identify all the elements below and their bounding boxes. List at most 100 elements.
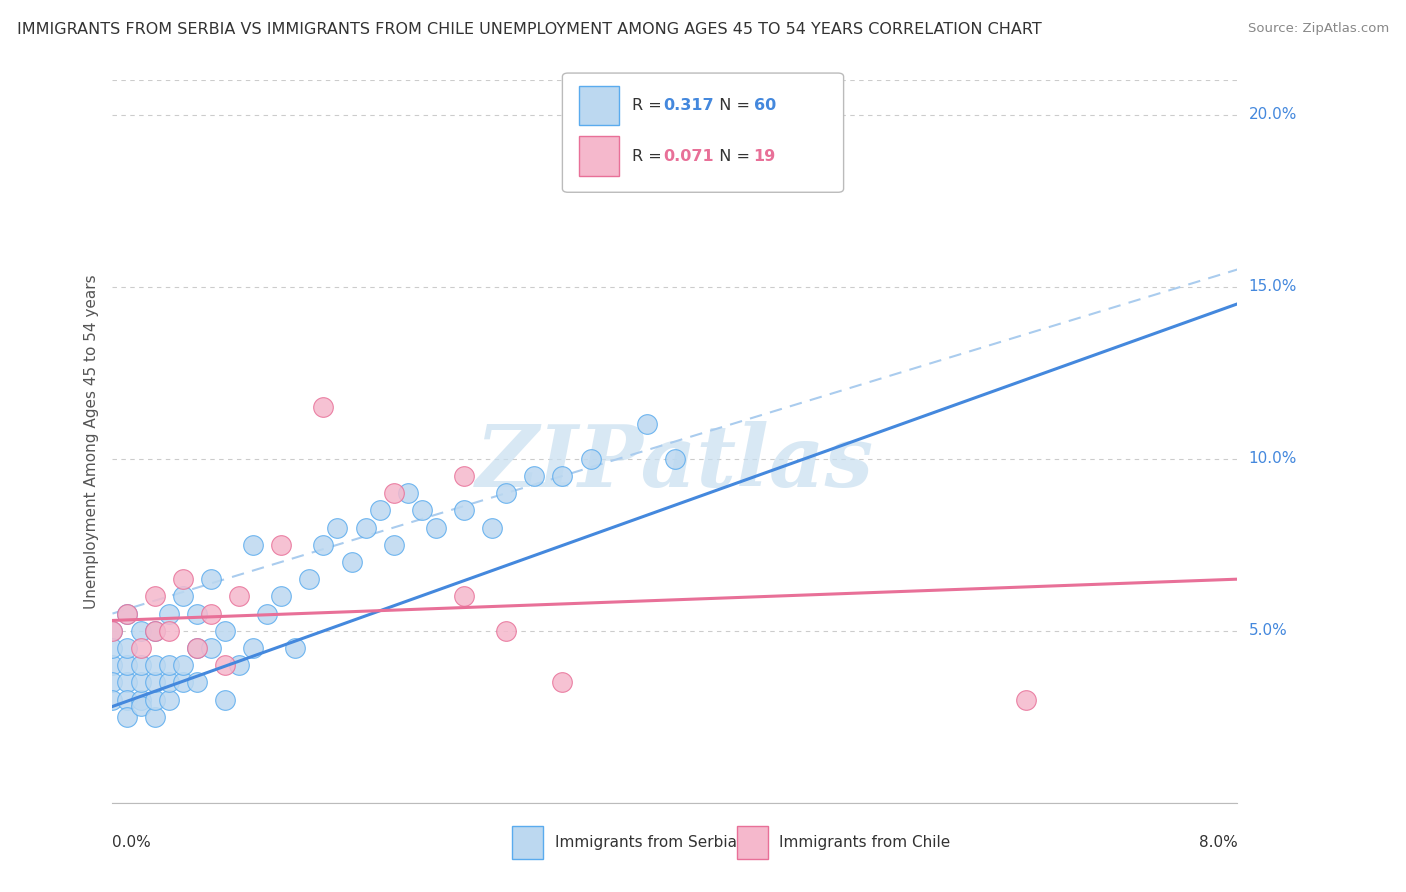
Point bbox=[495, 624, 517, 638]
Point bbox=[115, 692, 138, 706]
Point bbox=[143, 710, 166, 724]
Text: N =: N = bbox=[709, 98, 755, 113]
Point bbox=[312, 400, 335, 414]
Point bbox=[143, 624, 166, 638]
Point bbox=[143, 658, 166, 673]
Point bbox=[157, 658, 180, 673]
Text: R =: R = bbox=[633, 98, 666, 113]
Point bbox=[143, 692, 166, 706]
Point bbox=[157, 607, 180, 621]
Point bbox=[326, 520, 349, 534]
Point bbox=[256, 607, 278, 621]
Text: 5.0%: 5.0% bbox=[1249, 624, 1286, 639]
Text: Source: ZipAtlas.com: Source: ZipAtlas.com bbox=[1249, 22, 1389, 36]
Point bbox=[270, 538, 292, 552]
Point bbox=[129, 675, 152, 690]
Y-axis label: Unemployment Among Ages 45 to 54 years: Unemployment Among Ages 45 to 54 years bbox=[83, 274, 98, 609]
Point bbox=[172, 590, 194, 604]
FancyBboxPatch shape bbox=[512, 826, 543, 859]
Point bbox=[396, 486, 419, 500]
Point bbox=[129, 699, 152, 714]
Point bbox=[214, 658, 236, 673]
Point bbox=[115, 640, 138, 655]
Point bbox=[200, 640, 222, 655]
Point bbox=[425, 520, 447, 534]
Point bbox=[200, 572, 222, 586]
Text: 19: 19 bbox=[754, 149, 776, 163]
Point bbox=[101, 658, 124, 673]
Point bbox=[186, 675, 208, 690]
Point bbox=[453, 503, 475, 517]
Point bbox=[551, 469, 574, 483]
Text: 0.0%: 0.0% bbox=[112, 835, 152, 850]
Text: R =: R = bbox=[633, 149, 666, 163]
Point bbox=[129, 658, 152, 673]
Point bbox=[242, 538, 264, 552]
Point bbox=[228, 658, 250, 673]
Point bbox=[312, 538, 335, 552]
Point bbox=[186, 640, 208, 655]
Text: 0.317: 0.317 bbox=[664, 98, 714, 113]
Point bbox=[143, 590, 166, 604]
Point bbox=[157, 624, 180, 638]
Point bbox=[129, 640, 152, 655]
Point bbox=[228, 590, 250, 604]
Point bbox=[143, 624, 166, 638]
Point bbox=[453, 590, 475, 604]
Point bbox=[172, 572, 194, 586]
Point bbox=[411, 503, 433, 517]
Point bbox=[664, 451, 686, 466]
Point bbox=[186, 640, 208, 655]
Point bbox=[242, 640, 264, 655]
Text: Immigrants from Chile: Immigrants from Chile bbox=[779, 835, 950, 850]
Text: N =: N = bbox=[709, 149, 755, 163]
Point bbox=[101, 692, 124, 706]
Point bbox=[214, 692, 236, 706]
Text: 8.0%: 8.0% bbox=[1198, 835, 1237, 850]
Point bbox=[495, 486, 517, 500]
Point bbox=[382, 486, 405, 500]
Text: 20.0%: 20.0% bbox=[1249, 107, 1296, 122]
Text: 0.071: 0.071 bbox=[664, 149, 714, 163]
Point bbox=[101, 675, 124, 690]
Point bbox=[579, 451, 602, 466]
FancyBboxPatch shape bbox=[579, 86, 619, 126]
Point bbox=[354, 520, 377, 534]
Text: IMMIGRANTS FROM SERBIA VS IMMIGRANTS FROM CHILE UNEMPLOYMENT AMONG AGES 45 TO 54: IMMIGRANTS FROM SERBIA VS IMMIGRANTS FRO… bbox=[17, 22, 1042, 37]
Point bbox=[186, 607, 208, 621]
Point bbox=[298, 572, 321, 586]
FancyBboxPatch shape bbox=[737, 826, 768, 859]
Point bbox=[734, 125, 756, 139]
Point bbox=[172, 658, 194, 673]
Point bbox=[129, 624, 152, 638]
Point bbox=[157, 692, 180, 706]
Point bbox=[1015, 692, 1038, 706]
Point bbox=[115, 607, 138, 621]
Point bbox=[172, 675, 194, 690]
Point bbox=[200, 607, 222, 621]
Point bbox=[551, 675, 574, 690]
Point bbox=[101, 640, 124, 655]
Text: ZIPatlas: ZIPatlas bbox=[475, 421, 875, 505]
Point bbox=[143, 675, 166, 690]
Point bbox=[214, 624, 236, 638]
Point bbox=[115, 710, 138, 724]
Point bbox=[129, 692, 152, 706]
Text: 60: 60 bbox=[754, 98, 776, 113]
Point bbox=[270, 590, 292, 604]
Point bbox=[101, 624, 124, 638]
Point bbox=[636, 417, 658, 432]
Text: 15.0%: 15.0% bbox=[1249, 279, 1296, 294]
Point bbox=[115, 675, 138, 690]
FancyBboxPatch shape bbox=[579, 136, 619, 176]
Point bbox=[284, 640, 307, 655]
Point bbox=[368, 503, 391, 517]
Point bbox=[453, 469, 475, 483]
Point bbox=[481, 520, 503, 534]
Point bbox=[115, 658, 138, 673]
FancyBboxPatch shape bbox=[562, 73, 844, 193]
Point bbox=[157, 675, 180, 690]
Text: 10.0%: 10.0% bbox=[1249, 451, 1296, 467]
Point bbox=[115, 607, 138, 621]
Text: Immigrants from Serbia: Immigrants from Serbia bbox=[554, 835, 737, 850]
